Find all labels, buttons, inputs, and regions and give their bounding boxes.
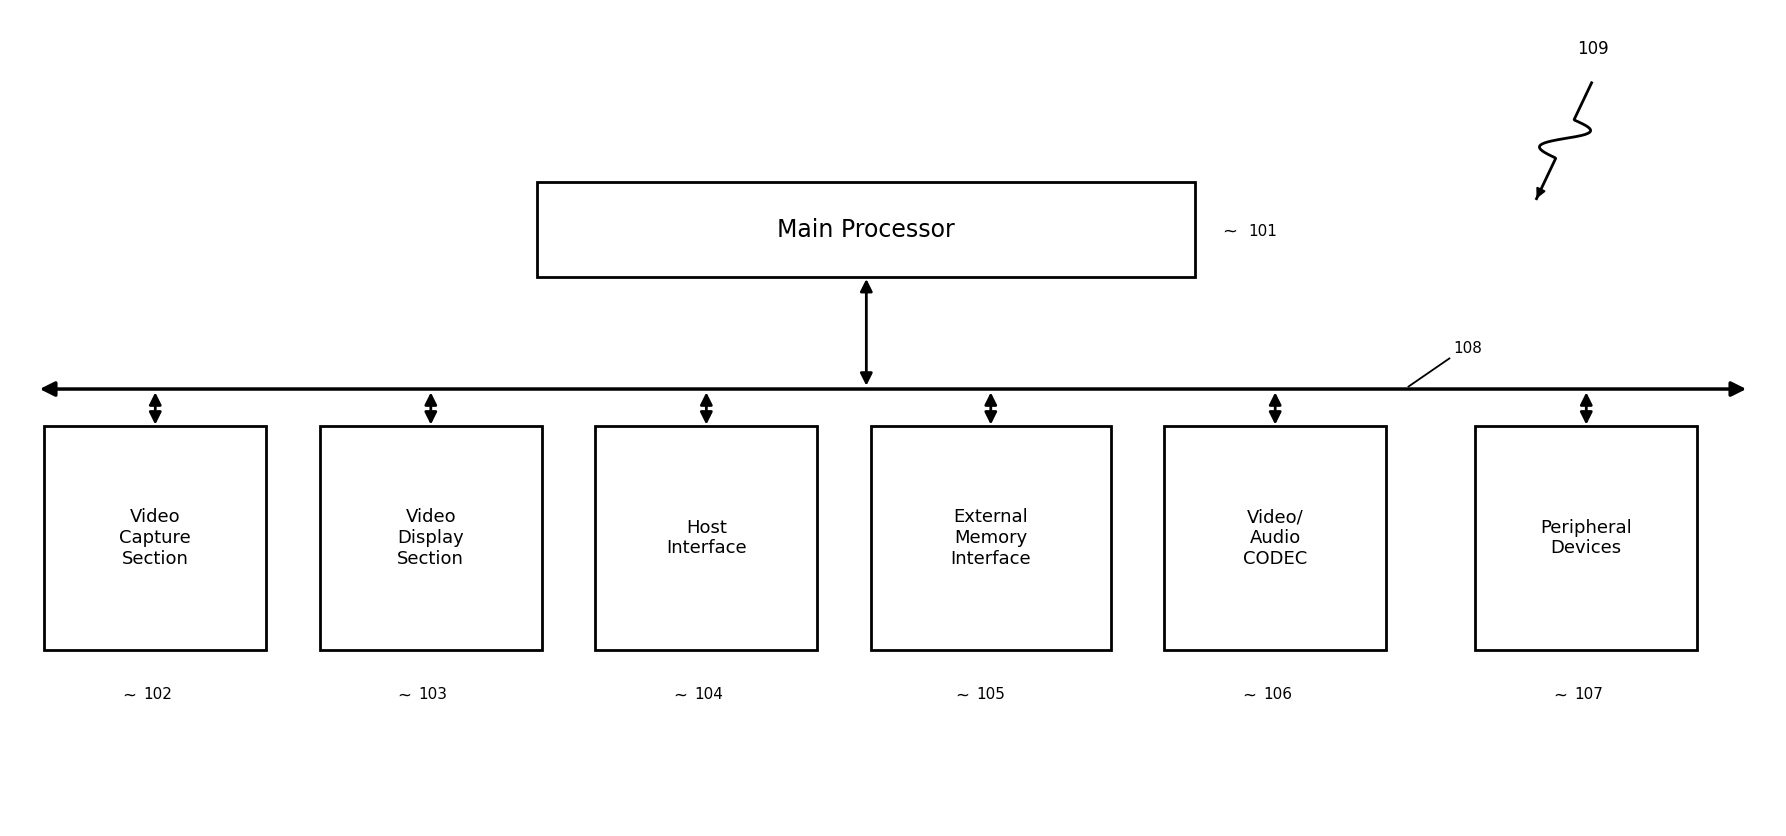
Text: Peripheral
Devices: Peripheral Devices bbox=[1540, 518, 1632, 558]
Text: 109: 109 bbox=[1577, 40, 1609, 58]
Text: 103: 103 bbox=[418, 687, 448, 702]
Text: ~: ~ bbox=[956, 687, 968, 705]
Text: External
Memory
Interface: External Memory Interface bbox=[950, 508, 1031, 568]
Bar bbox=[1475, 426, 1697, 650]
Text: ~: ~ bbox=[398, 687, 411, 705]
Bar bbox=[872, 426, 1111, 650]
Text: ~: ~ bbox=[121, 687, 136, 705]
Text: 102: 102 bbox=[143, 687, 171, 702]
Text: ~: ~ bbox=[1222, 222, 1238, 241]
Text: ~: ~ bbox=[1241, 687, 1256, 705]
Text: ~: ~ bbox=[673, 687, 688, 705]
Bar bbox=[538, 182, 1195, 278]
Text: 106: 106 bbox=[1263, 687, 1293, 702]
Text: Host
Interface: Host Interface bbox=[666, 518, 747, 558]
Text: 105: 105 bbox=[977, 687, 1006, 702]
Text: 108: 108 bbox=[1454, 341, 1482, 356]
Text: Video
Capture
Section: Video Capture Section bbox=[120, 508, 191, 568]
Bar bbox=[320, 426, 541, 650]
Text: ~: ~ bbox=[1554, 687, 1566, 705]
Text: 107: 107 bbox=[1573, 687, 1604, 702]
Text: Video
Display
Section: Video Display Section bbox=[396, 508, 464, 568]
Text: 101: 101 bbox=[1248, 224, 1277, 239]
Bar bbox=[595, 426, 818, 650]
Bar bbox=[45, 426, 266, 650]
Text: 104: 104 bbox=[695, 687, 723, 702]
Text: Video/
Audio
CODEC: Video/ Audio CODEC bbox=[1243, 508, 1307, 568]
Text: Main Processor: Main Processor bbox=[777, 217, 956, 242]
Bar bbox=[1164, 426, 1386, 650]
